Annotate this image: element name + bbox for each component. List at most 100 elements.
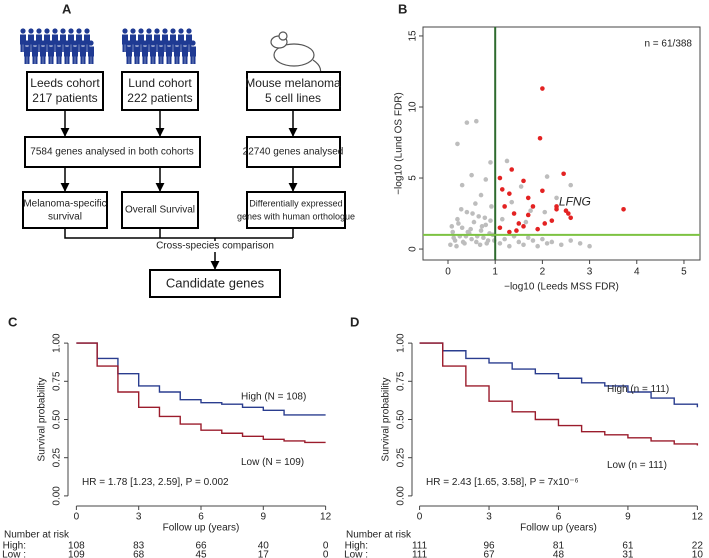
point	[482, 215, 488, 221]
point	[459, 182, 465, 188]
point	[460, 239, 466, 245]
annotation: LFNG	[559, 194, 591, 208]
y-tick-label: 0.00	[396, 486, 407, 506]
risk-value: 45	[195, 550, 207, 558]
x-tick-label: 12	[692, 512, 704, 523]
box-text: Melanoma-specific	[23, 199, 106, 210]
point	[621, 206, 626, 212]
risk-value: 111	[412, 541, 428, 552]
risk-title: Number at risk	[4, 530, 70, 541]
box	[121, 191, 199, 229]
point	[469, 172, 474, 178]
survival-curve	[76, 342, 326, 416]
point	[455, 216, 460, 222]
point	[554, 206, 559, 212]
risk-row-label: High:	[3, 541, 26, 552]
mouse-icon	[270, 31, 322, 79]
survival-curve	[419, 342, 699, 446]
point	[521, 224, 526, 229]
y-tick-label: 0.50	[396, 409, 407, 429]
point	[544, 241, 550, 246]
risk-value: 83	[133, 541, 145, 552]
point	[488, 160, 493, 165]
x-tick-label: 9	[625, 512, 631, 523]
risk-row-label: Low :	[344, 550, 368, 558]
point	[523, 219, 529, 225]
y-tick-label: 15	[408, 30, 419, 42]
point	[516, 239, 522, 245]
y-tick-label: 0.25	[396, 448, 407, 468]
y-tick-label: 0	[408, 246, 419, 252]
point	[474, 239, 479, 245]
point	[540, 188, 545, 194]
diagram-label: Cross-species comparison	[156, 241, 274, 252]
point	[528, 208, 533, 214]
point	[468, 226, 473, 232]
point	[483, 177, 489, 182]
point	[459, 225, 465, 231]
point	[479, 224, 485, 229]
point	[478, 192, 484, 198]
point	[470, 211, 475, 216]
point	[549, 218, 555, 223]
box-text: Leeds cohort	[30, 76, 100, 90]
x-tick-label: 9	[261, 512, 267, 523]
box-text: 217 patients	[32, 91, 97, 105]
point	[521, 242, 526, 248]
risk-value: 17	[258, 550, 270, 558]
x-tick-label: 0	[74, 512, 80, 523]
point	[542, 221, 548, 226]
legend-label: Low (n = 111)	[607, 460, 667, 471]
point	[473, 201, 478, 206]
x-tick-label: 3	[486, 512, 492, 523]
box	[121, 71, 199, 111]
box	[246, 136, 341, 168]
point	[451, 235, 456, 240]
y-axis-label: Survival probability	[381, 378, 392, 462]
y-tick-label: 0.00	[52, 486, 63, 506]
people-icon	[20, 28, 94, 64]
box	[246, 191, 346, 229]
risk-value: 0	[323, 550, 329, 558]
x-tick-label: 4	[634, 267, 640, 278]
x-tick-label: 3	[136, 512, 142, 523]
y-tick-label: 0.75	[52, 371, 63, 391]
point	[568, 182, 574, 188]
point	[530, 238, 536, 243]
point	[449, 224, 455, 229]
point	[484, 241, 490, 246]
y-tick-label: 5	[408, 175, 419, 181]
annotation: HR = 2.43 [1.65, 3.58], P = 7x10⁻⁶	[426, 477, 579, 488]
point	[507, 229, 512, 235]
box	[26, 71, 104, 111]
risk-value: 66	[195, 541, 207, 552]
box	[22, 191, 108, 229]
x-axis-label: −log10 (Leeds MSS FDR)	[504, 282, 619, 293]
people-icon	[122, 28, 196, 64]
box-text: survival	[48, 212, 82, 223]
point	[525, 212, 531, 218]
risk-title: Number at risk	[346, 530, 412, 541]
x-axis-label: Follow up (years)	[520, 523, 597, 534]
risk-value: 40	[258, 541, 270, 552]
point	[587, 243, 592, 249]
risk-value: 68	[133, 550, 145, 558]
point	[488, 218, 493, 223]
x-tick-label: 0	[417, 512, 423, 523]
point	[561, 171, 566, 177]
box-text: 7584 genes analysed in both cohorts	[30, 147, 193, 158]
legend-label: Low (N = 109)	[241, 457, 304, 468]
point	[516, 221, 522, 226]
point	[507, 243, 512, 249]
risk-value: 67	[483, 550, 495, 558]
box-text: Overall Survival	[125, 205, 195, 216]
point	[483, 222, 489, 228]
point	[558, 242, 564, 248]
panel-label: A	[62, 1, 72, 16]
point	[497, 175, 503, 181]
point	[521, 178, 526, 184]
label-bg	[150, 241, 280, 252]
point	[502, 236, 507, 242]
y-tick-label: 0.50	[52, 409, 63, 429]
